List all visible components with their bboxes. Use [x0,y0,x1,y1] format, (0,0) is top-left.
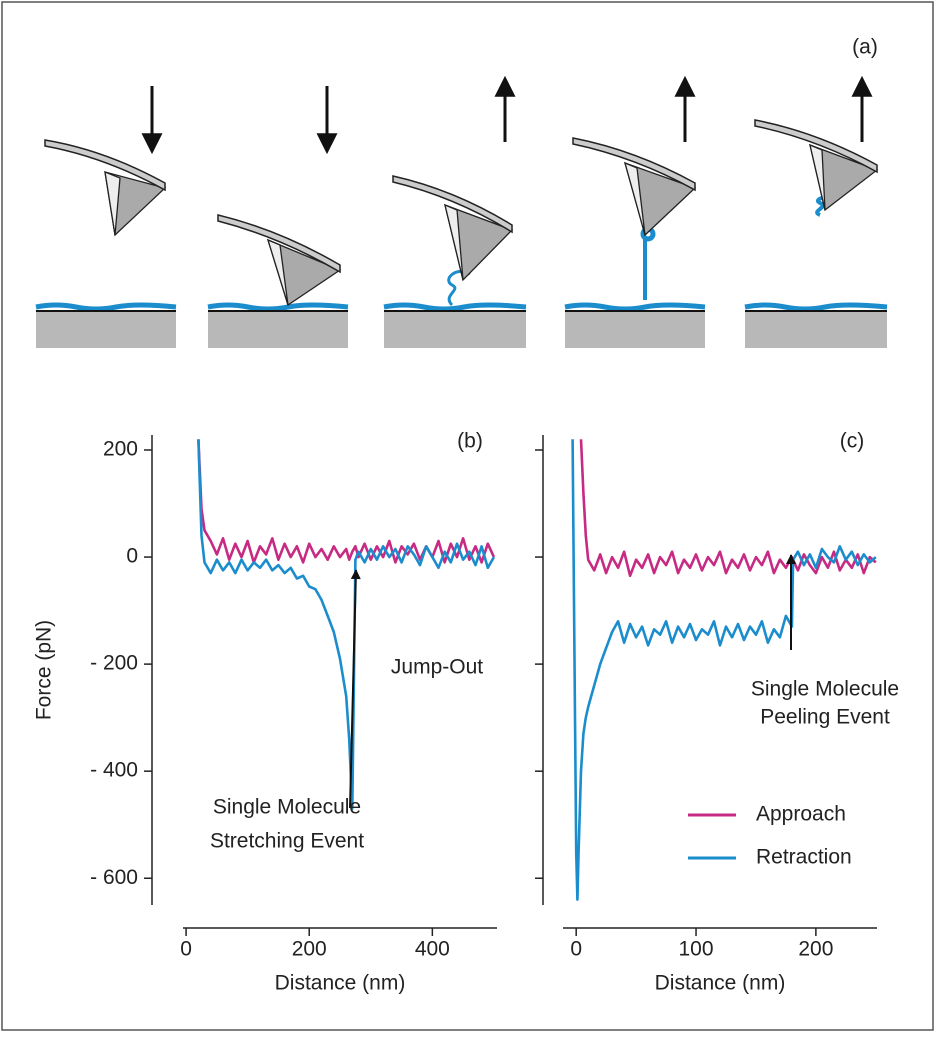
y-axis-title: Force (pN) [33,620,56,720]
legend-label: Approach [756,803,846,826]
legend-label: Retraction [756,846,852,869]
x-tick-label: 200 [798,938,833,961]
annotation: (c) [840,430,865,453]
y-tick-label: - 400 [90,759,138,782]
data-line [197,439,496,810]
y-tick-label: - 600 [90,866,138,889]
y-tick-label: - 200 [90,652,138,675]
data-line [197,439,496,564]
y-tick-label: 200 [103,438,138,461]
annotation: (b) [457,430,483,453]
annotation: Stretching Event [210,830,364,853]
panel-label: (a) [852,36,878,59]
x-tick-label: 0 [570,938,582,961]
x-tick-label: 400 [415,938,450,961]
annotation: Jump-Out [391,656,483,679]
annotation: Single Molecule [213,796,361,819]
data-line [579,439,877,578]
plot-area [571,439,877,901]
annotation: Single Molecule [751,678,899,701]
x-axis-title: Distance (nm) [655,972,786,995]
x-axis-title: Distance (nm) [275,972,406,995]
x-tick-label: 0 [180,938,192,961]
y-tick-label: 0 [126,545,138,568]
x-tick-label: 200 [292,938,327,961]
data-line [571,439,877,901]
annotation: Peeling Event [760,706,890,729]
annotation-arrow [349,569,361,809]
plot-area [197,439,496,810]
x-tick-label: 100 [679,938,714,961]
schematic [35,75,888,348]
